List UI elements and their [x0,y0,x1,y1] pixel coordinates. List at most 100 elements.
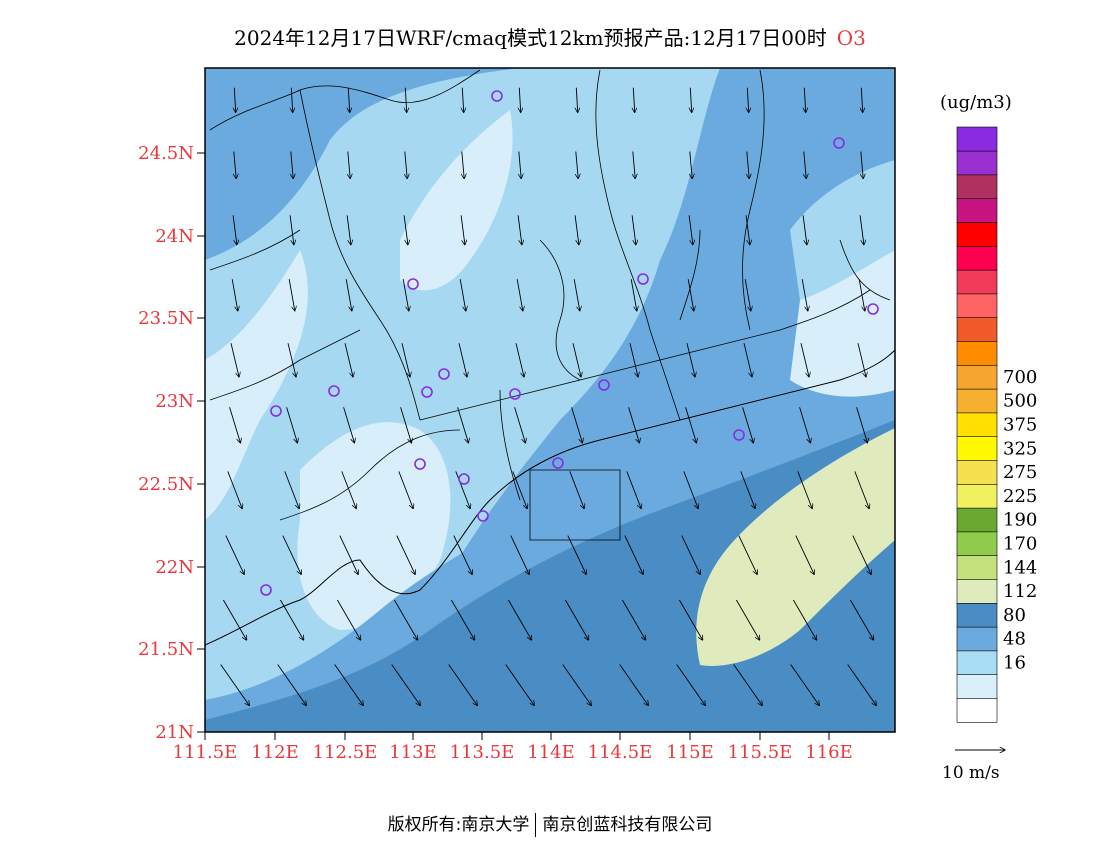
footer-separator [535,813,537,837]
wind-vector [573,279,580,311]
footer: 版权所有:南京大学 南京创蓝科技有限公司 [0,810,1100,837]
wind-vector [802,215,807,244]
wind-vector [857,343,866,377]
wind-vector [334,664,364,706]
wind-vector [576,87,577,113]
wind-vector [622,599,645,640]
footer-company: 南京创蓝科技有限公司 [542,815,713,835]
wind-vector [859,215,864,244]
wind-vector [519,87,520,113]
lat-tick: 24.5N [138,143,194,164]
wind-vector [738,535,757,575]
legend-bin [956,578,998,604]
legend-bin [956,150,998,176]
wind-vector [348,151,350,179]
legend-bin [956,650,998,675]
wind-vector [690,151,692,179]
wind-vector [405,87,406,113]
wind-vector [289,215,294,244]
wind-vector [282,535,301,575]
lat-tick: 22N [155,557,194,578]
title-species: O3 [836,26,866,50]
wind-vector [516,279,523,311]
legend-bin [956,221,998,247]
wind-vector [345,279,352,311]
legend-bin [956,555,998,580]
wind-vector [403,215,408,244]
wind-vector [801,279,808,311]
wind-vector [448,664,478,706]
wind-vector [396,535,415,575]
legend-label: 16 [1003,653,1026,674]
legend-bins [956,126,998,723]
wind-vector [459,279,466,311]
lat-tick: 22.5N [138,474,194,495]
wind-vector [683,471,698,508]
legend-bin [956,388,998,414]
wind-vector [562,664,592,706]
wind-vector [681,535,700,575]
concentration-field [205,68,895,732]
wind-vector [505,664,535,706]
wind-vector [232,215,237,244]
lat-tick: 24N [155,226,194,247]
plot-frame [204,67,896,733]
wind-vector [346,215,351,244]
coastline [205,349,895,646]
footer-copyright: 版权所有:南京大学 [387,815,530,835]
lon-tick: 111.5E [173,742,238,763]
legend-unit: (ug/m3) [940,92,1012,113]
wind-vector [220,664,250,706]
wind-vector [569,471,584,508]
wind-vector [339,535,358,575]
wind-vector [676,664,706,706]
wind-vector [457,407,469,443]
wind-vector [679,599,702,640]
wind-vector [288,279,295,311]
lat-tick: 21N [155,722,194,743]
wind-vector [400,407,412,443]
wind-vector [284,471,299,508]
legend-bin [956,293,998,319]
lon-axis: 111.5E 112E 112.5E 113E 113.5E 114E 114.… [173,732,853,763]
wind-vector [733,664,763,706]
wind-vector [797,471,812,508]
legend-label: 190 [1003,510,1037,531]
station-marker [328,385,340,397]
legend-label: 80 [1003,605,1026,626]
wind-vector [688,215,693,244]
wind-vector [858,279,865,311]
wind-vector [740,471,755,508]
wind-vector [743,343,752,377]
lon-tick: 113E [389,742,437,763]
station-marker [477,510,489,522]
legend-bin [956,126,998,152]
wind-vector [337,599,360,640]
wind-vector [799,407,811,443]
wind-vector [231,279,238,311]
legend-bin [956,483,998,509]
wind-vector [519,151,521,179]
legend-bin [956,340,998,366]
wind-vector [515,343,524,377]
wind-vector [223,599,246,640]
wind-vector [287,343,296,377]
wind-vector [455,471,470,508]
field-pale-west [205,250,308,520]
wind-vector [847,664,877,706]
lon-tick: 113.5E [450,742,515,763]
legend-bin [956,174,998,200]
wind-vector [854,471,869,508]
admin-borders [209,69,891,541]
wind-vector [629,343,638,377]
wind-vector [624,535,643,575]
wind-vector [229,407,241,443]
wind-vector [861,87,862,113]
legend-bin [956,602,998,628]
station-marker [421,386,433,398]
legend-bin [956,317,998,342]
wind-vector [230,343,239,377]
lat-tick: 21.5N [138,639,194,660]
